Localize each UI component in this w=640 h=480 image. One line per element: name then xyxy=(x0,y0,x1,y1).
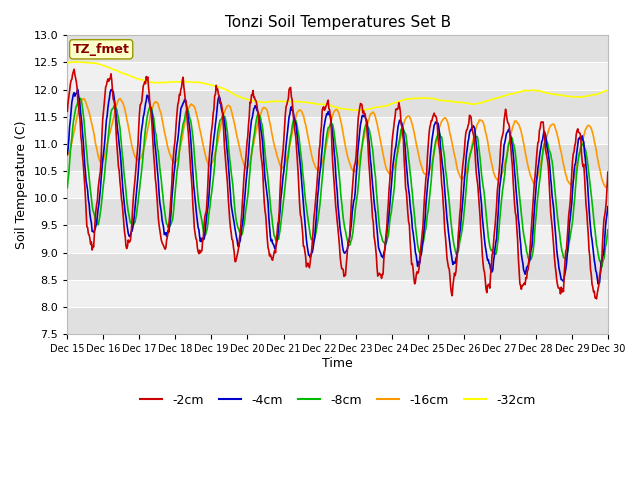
Bar xyxy=(67,252,608,280)
Bar xyxy=(67,226,608,252)
Bar xyxy=(67,198,608,226)
Title: Tonzi Soil Temperatures Set B: Tonzi Soil Temperatures Set B xyxy=(225,15,451,30)
Bar xyxy=(67,117,608,144)
X-axis label: Time: Time xyxy=(322,357,353,370)
Bar xyxy=(67,62,608,90)
Y-axis label: Soil Temperature (C): Soil Temperature (C) xyxy=(15,120,28,249)
Bar xyxy=(67,144,608,171)
Text: TZ_fmet: TZ_fmet xyxy=(73,43,130,56)
Bar xyxy=(67,90,608,117)
Legend: -2cm, -4cm, -8cm, -16cm, -32cm: -2cm, -4cm, -8cm, -16cm, -32cm xyxy=(134,389,541,411)
Bar xyxy=(67,36,608,62)
Bar xyxy=(67,307,608,334)
Bar xyxy=(67,280,608,307)
Bar xyxy=(67,171,608,198)
